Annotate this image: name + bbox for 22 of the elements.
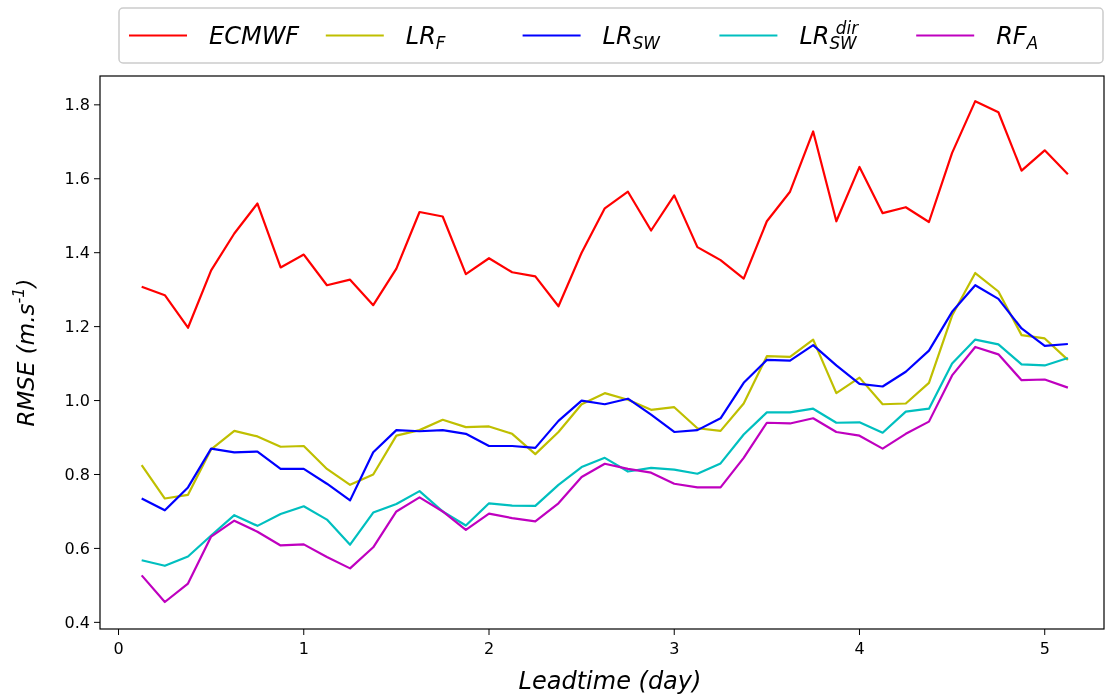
y-tick-label: 1.2 — [64, 317, 90, 337]
y-tick-label: 1.8 — [64, 95, 90, 115]
y-tick-label: 0.6 — [64, 539, 90, 559]
y-tick-label: 0.4 — [64, 612, 90, 632]
x-tick-label: 3 — [669, 639, 680, 658]
y-tick-label: 1.4 — [64, 243, 90, 263]
line-series — [140, 100, 1069, 329]
x-tick-label: 0 — [113, 639, 124, 658]
legend-label: RF$_{A}$ — [996, 21, 1039, 53]
x-tick-label: 4 — [854, 639, 865, 658]
line-series — [140, 338, 1069, 567]
y-tick-label: 1.6 — [64, 169, 90, 189]
x-axis-title: Leadtime (day) — [518, 667, 702, 695]
y-tick-label: 1.0 — [64, 391, 90, 411]
x-tick-label: 2 — [483, 639, 495, 658]
x-tick-label: 1 — [298, 639, 309, 658]
y-tick-label: 0.8 — [64, 465, 90, 485]
legend-label: LR$_{F}$ — [405, 21, 446, 53]
x-tick-label: 5 — [1039, 639, 1050, 658]
legend-label: LR$_{SW}$ — [602, 21, 662, 53]
legend-label: ECMWF — [209, 21, 301, 50]
line-series — [140, 345, 1069, 604]
